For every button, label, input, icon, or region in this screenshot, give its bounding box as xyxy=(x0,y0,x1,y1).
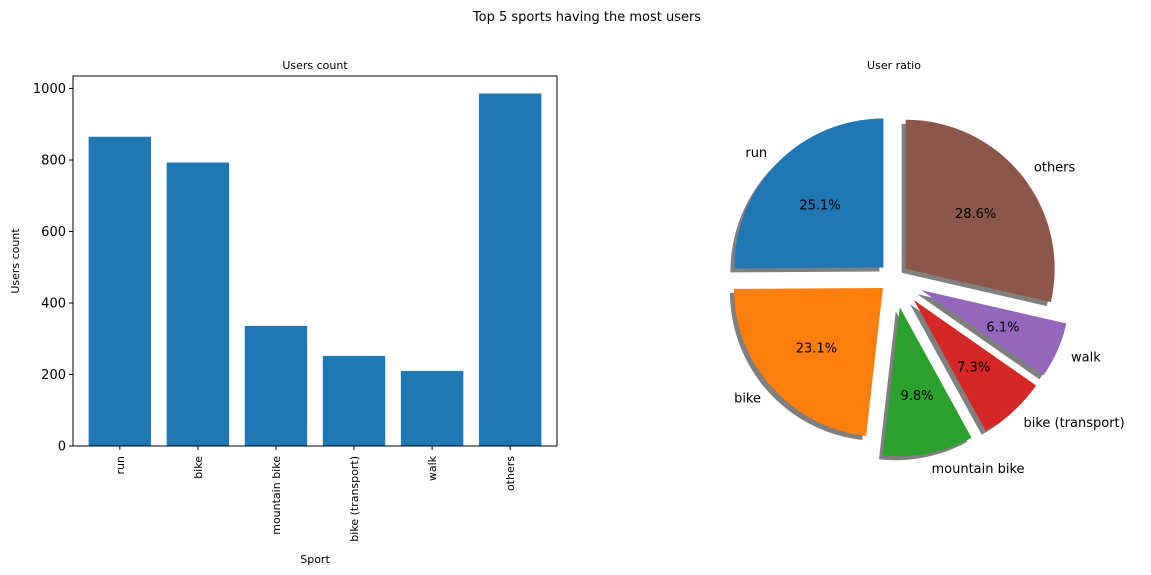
bar-y-tick-label: 800 xyxy=(41,154,66,169)
bar-chart: Users count 0 200 400 600 800 1000 run bike mou… xyxy=(9,59,558,566)
pie-value-label: 9.8% xyxy=(901,389,934,404)
pie-slice-mountain-bike xyxy=(882,307,972,457)
bar-series xyxy=(88,93,542,446)
bar-run xyxy=(88,136,152,446)
bar-y-tick-label: 0 xyxy=(58,440,66,455)
bar-x-tick-label: walk xyxy=(426,455,439,481)
bar-bike-transport xyxy=(322,355,386,446)
pie-label-run: run xyxy=(745,146,767,161)
pie-label-others: others xyxy=(1034,161,1076,176)
pie-label-walk: walk xyxy=(1071,351,1101,366)
pie-label-bike-transport: bike (transport) xyxy=(1023,416,1124,431)
bar-bike xyxy=(166,162,230,446)
pie-value-label: 28.6% xyxy=(955,207,996,222)
bar-y-axis: 0 200 400 600 800 1000 xyxy=(33,82,73,455)
bar-walk xyxy=(400,370,464,446)
pie-slice-bike-transport xyxy=(913,300,1037,431)
pie-value-label: 25.1% xyxy=(799,198,840,213)
bar-x-tick-label: others xyxy=(504,456,517,491)
bar-y-tick-label: 200 xyxy=(41,368,66,383)
bar-x-tick-label: bike xyxy=(192,456,205,479)
pie-slice-others xyxy=(905,119,1055,303)
pie-slices xyxy=(733,118,1067,457)
bar-y-tick-label: 600 xyxy=(41,225,66,240)
bar-y-tick-label: 1000 xyxy=(33,82,66,97)
pie-value-label: 23.1% xyxy=(796,342,837,357)
figure-suptitle: Top 5 sports having the most users xyxy=(472,10,701,25)
bar-plot-frame xyxy=(72,75,558,447)
pie-slice-bike xyxy=(733,287,883,437)
pie-value-label: 7.3% xyxy=(957,361,990,376)
pie-slice-run xyxy=(734,118,884,269)
pie-value-label: 6.1% xyxy=(986,320,1019,335)
pie-label-mountain-bike: mountain bike xyxy=(931,462,1024,477)
bar-x-axis: run bike mountain bike bike (transport) walk… xyxy=(114,446,517,542)
pie-labels: run 25.1% bike 23.1% mountain bike 9.8% bike (… xyxy=(734,146,1125,477)
bar-x-tick-label: mountain bike xyxy=(270,456,283,535)
bar-others xyxy=(478,93,542,446)
bar-x-tick-label: bike (transport) xyxy=(348,456,361,542)
bar-mountain-bike xyxy=(244,325,308,446)
bar-y-tick-label: 400 xyxy=(41,297,66,312)
bar-y-axis-label: Users count xyxy=(9,228,22,294)
pie-slice-walk xyxy=(921,290,1067,376)
pie-chart-title: User ratio xyxy=(867,59,921,72)
pie-label-bike: bike xyxy=(734,392,761,407)
pie-chart: User ratio run 25.1% bike 23.1% mountain bik… xyxy=(729,59,1125,477)
bar-x-axis-label: Sport xyxy=(300,553,330,566)
bar-chart-title: Users count xyxy=(282,59,348,72)
bar-x-tick-label: run xyxy=(114,456,127,474)
